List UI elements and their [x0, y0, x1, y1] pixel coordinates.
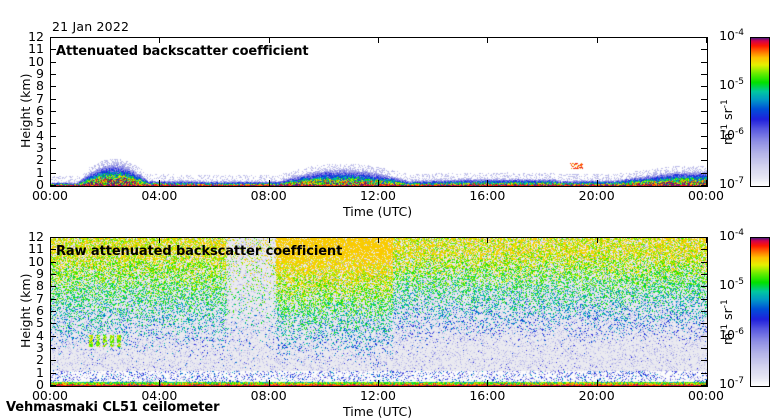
colorbar-gradient-bottom [751, 238, 769, 386]
raw-attenuated-backscatter-heatmap [51, 238, 707, 386]
y-tick-label: 2 [36, 152, 44, 168]
x-tick-label: 20:00 [578, 388, 615, 403]
x-axis-title-bottom: Time (UTC) [343, 404, 413, 419]
colorbar-tick-label: 10-5 [719, 77, 744, 93]
y-tick-label: 1 [36, 364, 44, 380]
x-tick-label: 00:00 [687, 188, 725, 203]
footer-caption: Vehmasmaki CL51 ceilometer [6, 400, 220, 415]
x-tick-label: 16:00 [469, 388, 506, 403]
colorbar-bottom [750, 237, 770, 387]
y-tick-label: 2 [36, 352, 44, 368]
x-tick-label: 08:00 [250, 188, 287, 203]
x-axis-title-top: Time (UTC) [343, 204, 413, 219]
colorbar-tick-label: 10-7 [719, 375, 744, 391]
y-tick-label: 10 [28, 253, 44, 269]
y-axis-title-bottom: Height (km) [18, 273, 33, 348]
colorbar-tick-label: 10-4 [719, 227, 744, 243]
colorbar-unit-top: m-1 sr-1 [719, 99, 735, 145]
x-tick-label: 20:00 [578, 188, 615, 203]
x-tick-label: 00:00 [31, 188, 69, 203]
y-tick-label: 1 [36, 164, 44, 180]
y-tick-label: 10 [28, 53, 44, 69]
x-tick-label: 00:00 [687, 388, 725, 403]
panel-raw-attenuated-backscatter-plot [50, 237, 708, 387]
colorbar-top [750, 37, 770, 187]
colorbar-gradient-top [751, 38, 769, 186]
y-tick-label: 12 [28, 29, 44, 44]
y-tick-label: 0 [36, 377, 44, 392]
y-tick-label: 11 [28, 241, 44, 257]
x-tick-label: 12:00 [359, 388, 397, 403]
date-label: 21 Jan 2022 [52, 19, 130, 34]
panel-title-attenuated: Attenuated backscatter coefficient [56, 44, 309, 59]
x-tick-label: 12:00 [359, 188, 397, 203]
panel-title-raw: Raw attenuated backscatter coefficient [56, 244, 343, 259]
x-tick-label: 16:00 [469, 188, 506, 203]
y-axis-title-top: Height (km) [18, 73, 33, 148]
colorbar-tick-label: 10-4 [719, 27, 744, 43]
y-tick-label: 0 [36, 177, 44, 192]
attenuated-backscatter-heatmap [51, 38, 707, 186]
x-tick-label: 04:00 [141, 188, 178, 203]
panel-attenuated-backscatter-plot [50, 37, 708, 187]
colorbar-unit-bottom: m-1 sr-1 [719, 299, 735, 345]
colorbar-tick-label: 10-5 [719, 277, 744, 293]
x-tick-label: 08:00 [250, 388, 287, 403]
y-tick-label: 12 [28, 229, 44, 244]
y-tick-label: 11 [28, 41, 44, 57]
colorbar-tick-label: 10-7 [719, 175, 744, 191]
